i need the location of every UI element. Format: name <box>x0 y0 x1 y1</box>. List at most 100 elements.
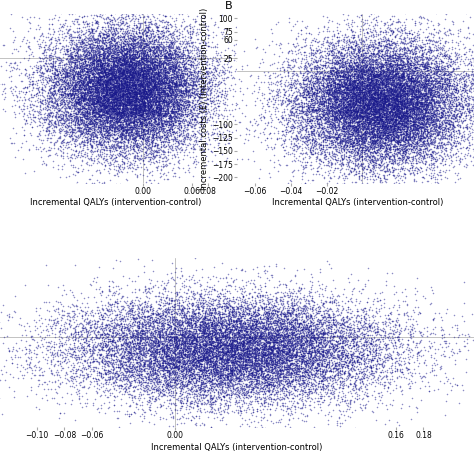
Point <box>292 312 300 320</box>
Point <box>255 310 263 318</box>
Point <box>387 116 395 124</box>
Point <box>151 99 159 106</box>
Point <box>136 90 144 98</box>
Point <box>449 122 456 129</box>
Point <box>274 90 282 97</box>
Point <box>182 327 190 334</box>
Point <box>425 109 432 116</box>
Point <box>185 311 193 319</box>
Point <box>103 72 111 80</box>
Point <box>365 72 373 80</box>
Point <box>367 134 374 141</box>
Point <box>189 29 196 36</box>
Point <box>174 348 182 356</box>
Point <box>400 103 408 110</box>
Point <box>115 115 123 123</box>
Point <box>98 128 105 136</box>
Point <box>419 142 427 149</box>
Point <box>357 51 365 59</box>
Point <box>396 45 403 53</box>
Point <box>105 127 112 134</box>
Point <box>149 91 156 99</box>
Point <box>188 337 195 345</box>
Point <box>309 73 316 81</box>
Point <box>92 285 100 292</box>
Point <box>232 374 239 381</box>
Point <box>334 133 341 140</box>
Point <box>128 64 135 72</box>
Point <box>403 146 411 154</box>
Point <box>107 345 114 353</box>
Point <box>239 331 246 339</box>
Point <box>385 40 393 48</box>
Point <box>200 326 208 334</box>
Point <box>116 374 124 382</box>
Point <box>146 127 154 134</box>
Point <box>349 83 356 91</box>
Point <box>139 332 146 339</box>
Point <box>238 330 246 338</box>
Point <box>118 323 126 330</box>
Point <box>73 93 81 101</box>
Point <box>136 106 143 113</box>
Point <box>226 356 233 363</box>
Point <box>217 389 224 397</box>
Point <box>334 103 341 110</box>
Point <box>343 134 351 141</box>
Point <box>107 91 115 98</box>
Point <box>324 328 332 336</box>
Point <box>173 377 181 385</box>
Point <box>304 88 311 95</box>
Point <box>110 36 118 44</box>
Point <box>204 42 212 50</box>
Point <box>264 345 272 352</box>
Point <box>125 62 133 70</box>
Point <box>170 66 177 74</box>
Point <box>316 350 323 357</box>
Point <box>121 56 129 64</box>
Point <box>268 312 275 319</box>
Point <box>99 69 107 77</box>
Point <box>426 78 433 85</box>
Point <box>182 351 190 358</box>
Point <box>384 103 392 111</box>
Point <box>203 70 211 77</box>
Point <box>380 106 388 113</box>
Point <box>113 95 120 102</box>
Point <box>434 149 441 157</box>
Point <box>131 115 138 123</box>
Point <box>138 35 146 43</box>
Point <box>408 110 416 118</box>
Point <box>319 300 327 307</box>
Point <box>432 46 440 54</box>
Point <box>146 336 154 343</box>
Point <box>100 374 107 381</box>
Point <box>416 158 423 165</box>
Point <box>378 121 385 129</box>
Point <box>100 158 108 166</box>
Point <box>438 119 446 127</box>
Point <box>355 131 363 139</box>
Point <box>304 116 312 123</box>
Point <box>180 37 188 45</box>
Point <box>176 359 183 366</box>
Point <box>422 62 430 69</box>
Point <box>415 110 422 118</box>
Point <box>221 335 229 343</box>
Point <box>82 91 90 98</box>
Point <box>401 50 408 58</box>
Point <box>368 95 376 102</box>
Point <box>195 361 202 369</box>
Point <box>199 336 206 344</box>
Point <box>121 71 129 79</box>
Point <box>366 325 374 332</box>
Point <box>190 355 198 363</box>
Point <box>135 374 142 382</box>
Point <box>250 330 257 337</box>
Point <box>68 373 76 380</box>
Point <box>77 74 85 82</box>
Point <box>319 57 327 65</box>
Point <box>129 118 137 125</box>
Point <box>164 315 172 322</box>
Point <box>157 69 164 77</box>
